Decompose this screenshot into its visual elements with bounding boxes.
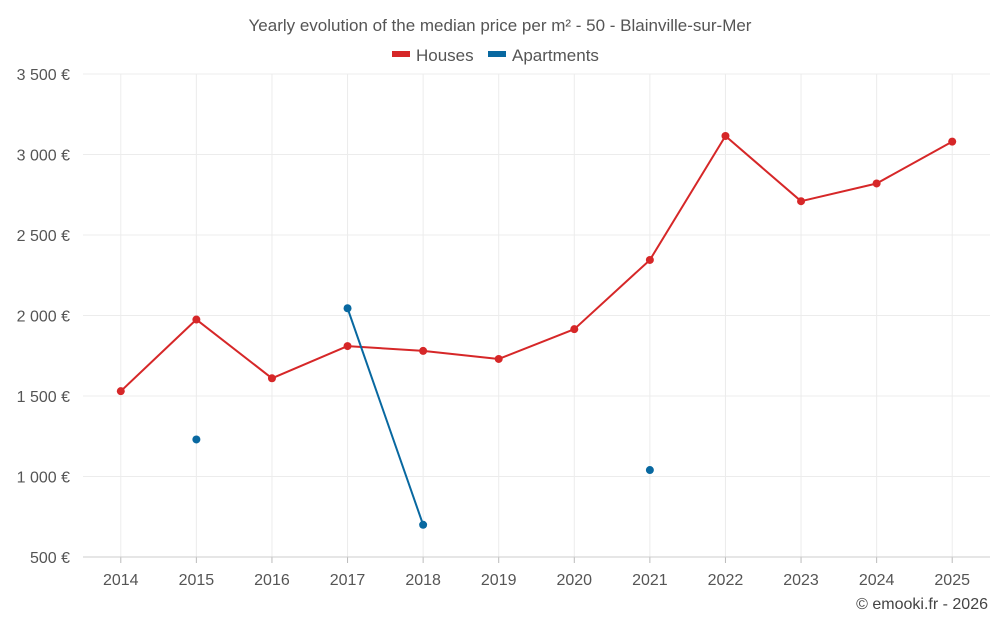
series-layer xyxy=(116,131,957,529)
data-point-houses-2019[interactable] xyxy=(494,354,503,363)
x-tick-label: 2017 xyxy=(330,572,366,589)
data-point-houses-2024[interactable] xyxy=(872,179,881,188)
y-tick-label: 500 € xyxy=(30,550,70,567)
x-tick-label: 2024 xyxy=(859,572,895,589)
legend[interactable]: Houses Apartments xyxy=(392,46,599,65)
data-point-houses-2021[interactable] xyxy=(645,255,654,264)
data-point-apartments-2017[interactable] xyxy=(343,304,352,313)
legend-label-apartments: Apartments xyxy=(512,46,599,65)
data-point-houses-2018[interactable] xyxy=(419,346,428,355)
data-point-houses-2020[interactable] xyxy=(570,325,579,334)
x-tick-label: 2018 xyxy=(405,572,441,589)
x-tick-label: 2025 xyxy=(934,572,970,589)
series-houses xyxy=(116,131,957,396)
series-apartments xyxy=(192,304,654,529)
data-point-houses-2025[interactable] xyxy=(948,137,957,146)
series-line-apartments xyxy=(346,307,425,526)
y-tick-label: 1 500 € xyxy=(17,389,70,406)
series-line-houses xyxy=(120,134,953,392)
y-tick-label: 2 500 € xyxy=(17,228,70,245)
grid xyxy=(83,73,990,558)
x-tick-label: 2020 xyxy=(556,572,592,589)
x-tick-label: 2022 xyxy=(708,572,744,589)
chart-title: Yearly evolution of the median price per… xyxy=(249,16,752,35)
data-point-houses-2022[interactable] xyxy=(721,131,730,140)
data-point-apartments-2018[interactable] xyxy=(419,520,428,529)
data-point-houses-2014[interactable] xyxy=(116,387,125,396)
x-tick-label: 2023 xyxy=(783,572,819,589)
data-point-houses-2016[interactable] xyxy=(267,374,276,383)
data-point-houses-2015[interactable] xyxy=(192,315,201,324)
data-point-houses-2023[interactable] xyxy=(797,197,806,206)
legend-swatch-apartments xyxy=(488,51,506,57)
y-axis: 500 € 1 000 € 1 500 € 2 000 € 2 500 € 3 000 €… xyxy=(17,67,70,567)
legend-label-houses: Houses xyxy=(416,46,474,65)
legend-item-apartments[interactable]: Apartments xyxy=(488,46,599,65)
y-tick-label: 2 000 € xyxy=(17,309,70,326)
y-tick-label: 3 000 € xyxy=(17,148,70,165)
data-point-apartments-2015[interactable] xyxy=(192,435,201,444)
x-tick-label: 2021 xyxy=(632,572,668,589)
data-point-apartments-2021[interactable] xyxy=(645,466,654,475)
y-tick-label: 3 500 € xyxy=(17,67,70,84)
legend-swatch-houses xyxy=(392,51,410,57)
credit-text: © emooki.fr - 2026 xyxy=(856,596,988,613)
x-tick-label: 2016 xyxy=(254,572,290,589)
x-tick-label: 2015 xyxy=(179,572,215,589)
x-axis: 2014 2015 2016 2017 2018 2019 2020 2021 2022 2023… xyxy=(83,556,990,589)
data-point-houses-2017[interactable] xyxy=(343,342,352,351)
x-tick-label: 2019 xyxy=(481,572,517,589)
legend-item-houses[interactable]: Houses xyxy=(392,46,474,65)
x-tick-label: 2014 xyxy=(103,572,139,589)
y-tick-label: 1 000 € xyxy=(17,470,70,487)
